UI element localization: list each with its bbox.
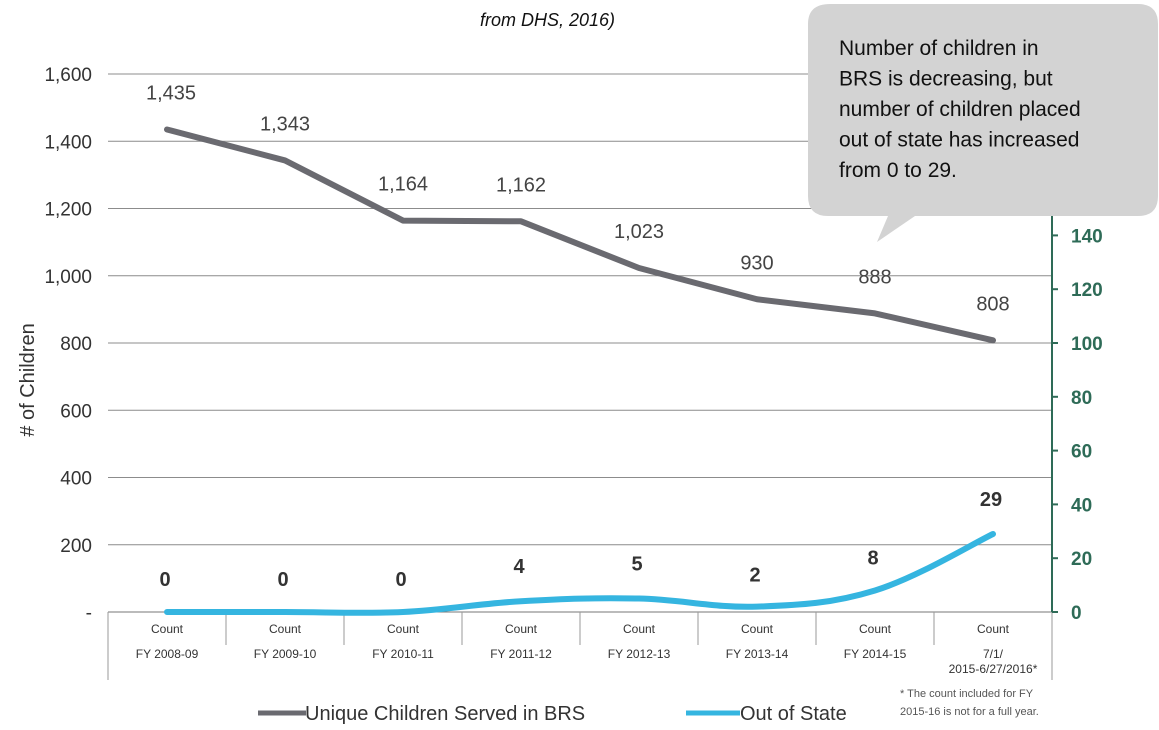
brs-data-label: 930	[740, 252, 773, 274]
y-axis-label: # of Children	[17, 323, 39, 436]
out-of-state-data-label: 2	[749, 565, 760, 587]
callout-bubble: Number of children in BRS is decreasing, …	[808, 4, 1158, 242]
y2-tick-label: 0	[1071, 603, 1082, 624]
footnote-line: * The count included for FY	[900, 688, 1034, 700]
out-of-state-data-label: 5	[631, 554, 642, 576]
category-top-label: Count	[977, 622, 1010, 636]
y2-tick-label: 140	[1071, 226, 1103, 247]
y-tick-label: 400	[60, 469, 92, 490]
category-top-label: Count	[859, 622, 892, 636]
y-tick-label: 200	[60, 536, 92, 557]
legend: Unique Children Served in BRS Out of Stat…	[258, 703, 847, 725]
category-label: 2015-6/27/2016*	[949, 662, 1038, 676]
legend-label-brs: Unique Children Served in BRS	[305, 703, 585, 725]
category-top-label: Count	[505, 622, 538, 636]
category-top-label: Count	[387, 622, 420, 636]
y2-tick-label: 100	[1071, 334, 1103, 355]
category-label: FY 2012-13	[608, 647, 671, 661]
y-tick-label: 800	[60, 334, 92, 355]
out-of-state-data-label: 8	[867, 547, 878, 569]
left-axis-ticks: - 200 400 600 800 1,000 1,200 1,400 1,600	[44, 65, 92, 624]
footnote: * The count included for FY 2015-16 is no…	[900, 688, 1039, 718]
chart-subtitle: from DHS, 2016)	[480, 10, 615, 30]
y2-tick-label: 40	[1071, 495, 1092, 516]
callout-text-line: BRS is decreasing, but	[839, 68, 1053, 91]
out-of-state-line	[167, 534, 993, 613]
brs-data-label: 808	[976, 293, 1009, 315]
callout-text-line: Number of children in	[839, 37, 1039, 60]
category-top-label: Count	[269, 622, 302, 636]
y-tick-label: 1,600	[44, 65, 92, 86]
brs-data-label: 1,162	[496, 174, 546, 196]
brs-data-label: 1,023	[614, 221, 664, 243]
legend-label-out-of-state: Out of State	[740, 703, 847, 725]
category-top-label: Count	[151, 622, 184, 636]
category-label: FY 2014-15	[844, 647, 907, 661]
y2-tick-label: 80	[1071, 388, 1092, 409]
callout-text-line: out of state has increased	[839, 129, 1080, 152]
category-top-label: Count	[623, 622, 656, 636]
y-tick-label: 1,000	[44, 267, 92, 288]
callout-text-line: from 0 to 29.	[839, 159, 957, 182]
brs-data-label: 888	[858, 266, 891, 288]
callout-text-line: number of children placed	[839, 98, 1081, 121]
y2-tick-label: 20	[1071, 549, 1092, 570]
y-tick-label: -	[86, 603, 92, 624]
series-out-of-state: 0 0 0 4 5 2 8 29	[159, 489, 1002, 613]
y2-tick-label: 60	[1071, 442, 1092, 463]
category-label: FY 2009-10	[254, 647, 317, 661]
right-axis-ticks: 0 20 40 60 80 100 120 140	[1052, 226, 1103, 624]
out-of-state-data-label: 29	[980, 489, 1002, 511]
brs-data-label: 1,164	[378, 174, 428, 196]
y-tick-label: 1,200	[44, 200, 92, 221]
category-label: FY 2010-11	[372, 647, 434, 661]
brs-data-label: 1,435	[146, 82, 196, 104]
out-of-state-data-label: 0	[277, 569, 288, 591]
category-label: FY 2013-14	[726, 647, 789, 661]
category-label: FY 2008-09	[136, 647, 199, 661]
category-axis: Count FY 2008-09 Count FY 2009-10 Count FY 20…	[136, 612, 1038, 676]
brs-data-label: 1,343	[260, 113, 310, 135]
y-tick-label: 1,400	[44, 132, 92, 153]
category-label: FY 2011-12	[490, 647, 552, 661]
category-top-label: Count	[741, 622, 774, 636]
out-of-state-data-label: 0	[395, 569, 406, 591]
category-label: 7/1/	[983, 647, 1004, 661]
footnote-line: 2015-16 is not for a full year.	[900, 706, 1039, 718]
y-tick-label: 600	[60, 401, 92, 422]
out-of-state-data-label: 0	[159, 569, 170, 591]
y2-tick-label: 120	[1071, 280, 1103, 301]
out-of-state-data-label: 4	[513, 556, 525, 578]
